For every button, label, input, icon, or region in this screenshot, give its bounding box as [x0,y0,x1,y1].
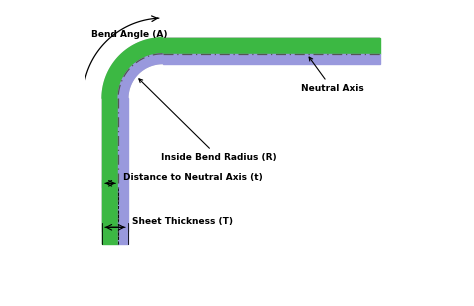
Text: Bend Angle (A): Bend Angle (A) [91,30,168,39]
Polygon shape [102,38,380,244]
Polygon shape [102,38,163,99]
Text: Inside Bend Radius (R): Inside Bend Radius (R) [139,79,277,162]
Polygon shape [163,54,380,64]
Polygon shape [102,99,118,244]
Polygon shape [118,54,163,99]
Polygon shape [118,99,128,244]
Text: Neutral Axis: Neutral Axis [301,57,364,93]
Polygon shape [163,38,380,54]
Text: Distance to Neutral Axis (t): Distance to Neutral Axis (t) [123,173,263,182]
Text: Sheet Thickness (T): Sheet Thickness (T) [132,217,233,226]
